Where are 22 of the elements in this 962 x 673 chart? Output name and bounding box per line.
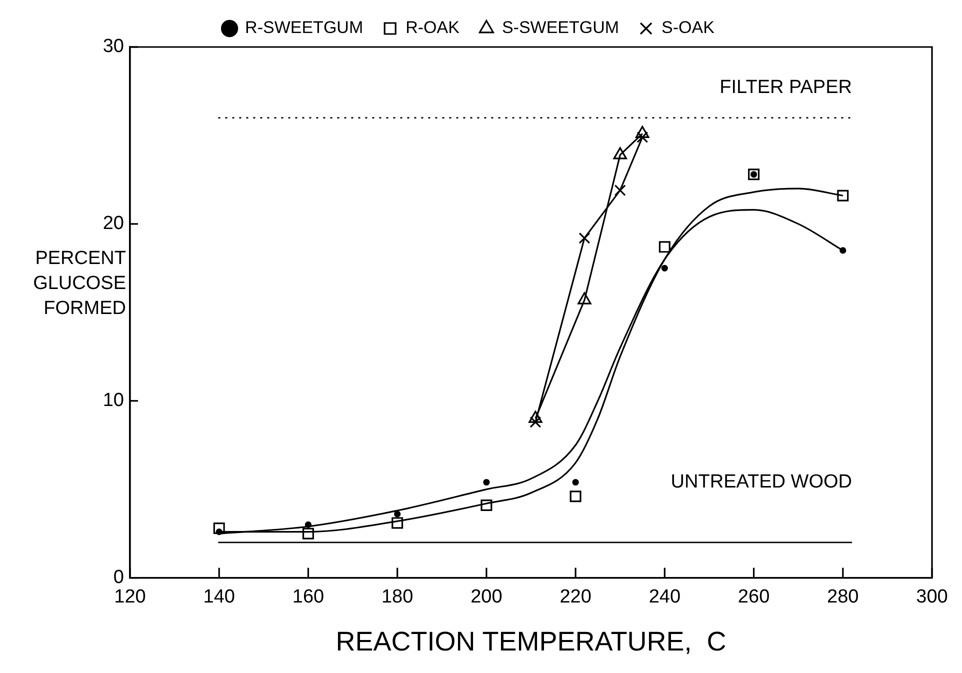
y-tick-label: 30	[102, 36, 124, 58]
x-tick-label: 240	[648, 586, 681, 608]
y-tick-label: 20	[102, 213, 124, 234]
x-tick-label: 160	[292, 586, 324, 608]
legend-label: R-SWEETGUM	[245, 18, 364, 38]
x-tick-label: 280	[827, 586, 859, 608]
x-tick-label: 260	[738, 586, 770, 608]
y-tick-label: 10	[102, 390, 124, 412]
ref-line-label: UNTREATED WOOD	[670, 471, 852, 492]
x-tick-label: 200	[470, 586, 502, 608]
x-tick-label: 220	[560, 586, 592, 608]
legend-label: R-OAK	[406, 18, 460, 38]
y-axis-title: PERCENT GLUCOSE FORMED	[32, 247, 126, 321]
x-tick-label: 120	[114, 586, 146, 608]
x-tick-label: 140	[203, 586, 235, 608]
y-tick-label: 0	[113, 567, 124, 588]
x-axis-title: REACTION TEMPERATURE, C	[336, 626, 726, 656]
x-tick-label: 300	[916, 586, 948, 608]
legend-label: S-SWEETGUM	[502, 18, 620, 38]
ref-line-label: FILTER PAPER	[720, 76, 852, 98]
legend-label: S-OAK	[662, 18, 716, 38]
x-tick-label: 180	[381, 586, 414, 608]
